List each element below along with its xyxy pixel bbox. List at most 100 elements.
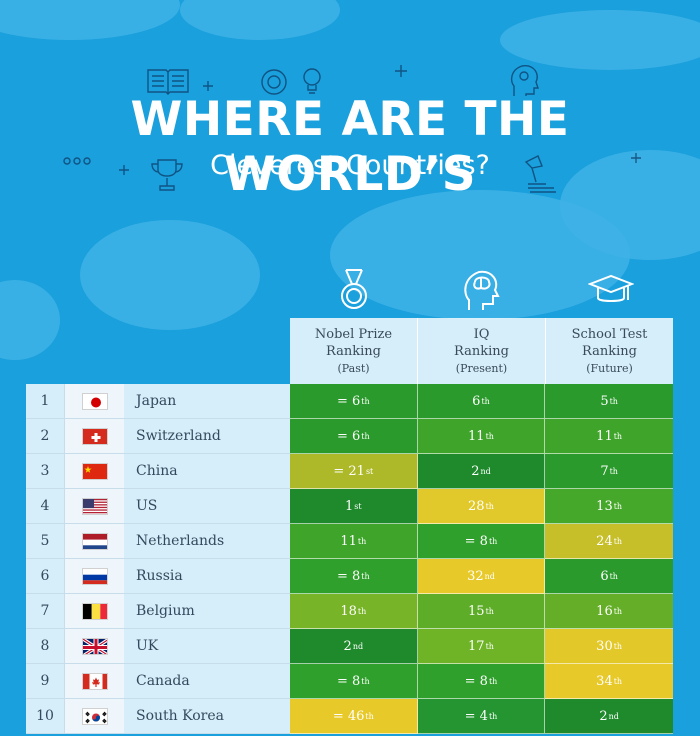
column-header-title-2: Ranking xyxy=(582,344,637,359)
country-name: Japan xyxy=(124,384,290,419)
lightbulb-icon xyxy=(303,68,321,94)
ranking-value: 2 xyxy=(599,708,608,724)
country-name: UK xyxy=(124,629,290,664)
rank-number: 3 xyxy=(26,454,64,489)
ranking-suffix: st xyxy=(365,466,374,476)
flag-cell xyxy=(64,699,124,734)
ranking-value: 11 xyxy=(468,428,485,444)
ranking-suffix: th xyxy=(361,396,370,406)
flag-cell xyxy=(64,559,124,594)
canada-flag xyxy=(81,672,108,690)
rank-number: 6 xyxy=(26,559,64,594)
brain-head-icon xyxy=(461,268,501,312)
ranking-value: 11 xyxy=(340,533,357,549)
column-header-sub: (Present) xyxy=(455,362,508,375)
country-name: Canada xyxy=(124,664,290,699)
ranking-value: 32 xyxy=(467,568,484,584)
ranking-value: 15 xyxy=(468,603,485,619)
ranking-suffix: st xyxy=(354,501,362,511)
ranking-suffix: th xyxy=(488,711,498,721)
china-flag xyxy=(81,462,108,480)
rank-number: 10 xyxy=(26,699,64,734)
flag-cell xyxy=(64,454,124,489)
ranking-suffix: th xyxy=(609,466,618,476)
flag-cell xyxy=(64,489,124,524)
rank-number: 4 xyxy=(26,489,64,524)
column-header-sub: (Past) xyxy=(337,362,370,375)
rank-number: 5 xyxy=(26,524,64,559)
uk-flag xyxy=(81,637,108,655)
ranking-suffix: th xyxy=(613,606,623,616)
us-flag xyxy=(81,497,108,515)
column-header-iq: IQ Ranking (Present) xyxy=(418,318,546,384)
ranking-suffix: th xyxy=(357,536,367,546)
ranking-suffix: th xyxy=(361,431,370,441)
plus-icon xyxy=(631,153,641,163)
ranking-suffix: th xyxy=(361,571,370,581)
flag-cell xyxy=(64,524,124,559)
column-header-title: Nobel Prize xyxy=(314,327,393,342)
ranking-value: 16 xyxy=(596,603,613,619)
rank-number: 2 xyxy=(26,419,64,454)
ranking-suffix: th xyxy=(485,501,494,511)
ranking-value: 5 xyxy=(600,393,609,409)
column-header-row: Nobel Prize Ranking (Past) IQ Ranking (P… xyxy=(290,318,673,384)
country-name: China xyxy=(124,454,290,489)
ranking-value: 13 xyxy=(596,498,613,514)
head-gear-icon xyxy=(510,65,539,96)
rank-number: 9 xyxy=(26,664,64,699)
ranking-suffix: th xyxy=(613,641,623,651)
ranking-value: = 21 xyxy=(333,463,365,479)
ranking-suffix: th xyxy=(357,606,367,616)
plus-icon xyxy=(395,65,407,77)
ranking-value: = 46 xyxy=(332,708,365,724)
ranking-value: 28 xyxy=(468,498,485,514)
ranking-value: 7 xyxy=(600,463,609,479)
medal-icon xyxy=(334,268,374,312)
ranking-suffix: th xyxy=(361,676,370,686)
ranking-value: 1 xyxy=(345,498,354,514)
ranking-value: 18 xyxy=(340,603,357,619)
flag-cell xyxy=(64,594,124,629)
ranking-suffix: th xyxy=(613,501,623,511)
page-subtitle: Cleverest Countries? xyxy=(210,150,490,181)
ranking-value: = 8 xyxy=(464,533,488,549)
column-header-title: IQ xyxy=(473,327,490,342)
south-korea-flag xyxy=(81,707,108,725)
rank-number: 7 xyxy=(26,594,64,629)
graduation-cap-icon xyxy=(587,268,635,312)
ranking-suffix: th xyxy=(488,676,498,686)
switzerland-flag xyxy=(81,427,108,445)
ranking-value: 34 xyxy=(596,673,613,689)
column-header-sub: (Future) xyxy=(586,362,633,375)
ranking-suffix: th xyxy=(481,396,490,406)
column-header-title: School Test xyxy=(571,327,648,342)
ranking-suffix: th xyxy=(485,641,494,651)
country-name: South Korea xyxy=(124,699,290,734)
ranking-value: 6 xyxy=(600,568,609,584)
country-name: Netherlands xyxy=(124,524,290,559)
rank-number: 1 xyxy=(26,384,64,419)
ranking-suffix: nd xyxy=(484,571,495,581)
column-header-nobel: Nobel Prize Ranking (Past) xyxy=(290,318,418,384)
page-title: WHERE ARE THE WORLD’S xyxy=(130,92,570,202)
ranking-suffix: th xyxy=(613,431,623,441)
